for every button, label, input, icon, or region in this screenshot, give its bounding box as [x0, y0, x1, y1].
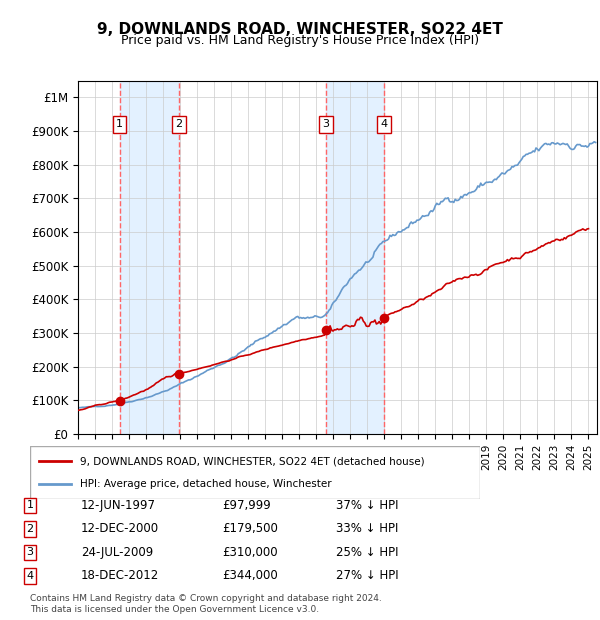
Text: 25% ↓ HPI: 25% ↓ HPI — [336, 546, 398, 559]
Text: £179,500: £179,500 — [222, 523, 278, 535]
Text: 9, DOWNLANDS ROAD, WINCHESTER, SO22 4ET (detached house): 9, DOWNLANDS ROAD, WINCHESTER, SO22 4ET … — [79, 456, 424, 466]
Text: 3: 3 — [322, 120, 329, 130]
Text: 37% ↓ HPI: 37% ↓ HPI — [336, 499, 398, 511]
Text: 2: 2 — [176, 120, 182, 130]
Text: 4: 4 — [26, 571, 34, 581]
Text: 4: 4 — [380, 120, 387, 130]
Text: HPI: Average price, detached house, Winchester: HPI: Average price, detached house, Winc… — [79, 479, 331, 489]
Text: £97,999: £97,999 — [222, 499, 271, 511]
Bar — [326, 81, 383, 434]
Text: 18-DEC-2012: 18-DEC-2012 — [81, 570, 159, 582]
Text: 1: 1 — [26, 500, 34, 510]
Text: 1: 1 — [116, 120, 123, 130]
Text: 27% ↓ HPI: 27% ↓ HPI — [336, 570, 398, 582]
Text: Contains HM Land Registry data © Crown copyright and database right 2024.
This d: Contains HM Land Registry data © Crown c… — [30, 595, 382, 614]
FancyBboxPatch shape — [30, 446, 480, 499]
Text: Price paid vs. HM Land Registry's House Price Index (HPI): Price paid vs. HM Land Registry's House … — [121, 34, 479, 47]
Text: 3: 3 — [26, 547, 34, 557]
Text: £344,000: £344,000 — [222, 570, 278, 582]
Text: 12-JUN-1997: 12-JUN-1997 — [81, 499, 156, 511]
Text: 24-JUL-2009: 24-JUL-2009 — [81, 546, 153, 559]
Text: 9, DOWNLANDS ROAD, WINCHESTER, SO22 4ET: 9, DOWNLANDS ROAD, WINCHESTER, SO22 4ET — [97, 22, 503, 37]
Text: 2: 2 — [26, 524, 34, 534]
Text: 33% ↓ HPI: 33% ↓ HPI — [336, 523, 398, 535]
Text: 12-DEC-2000: 12-DEC-2000 — [81, 523, 159, 535]
Bar — [119, 81, 179, 434]
Text: £310,000: £310,000 — [222, 546, 278, 559]
